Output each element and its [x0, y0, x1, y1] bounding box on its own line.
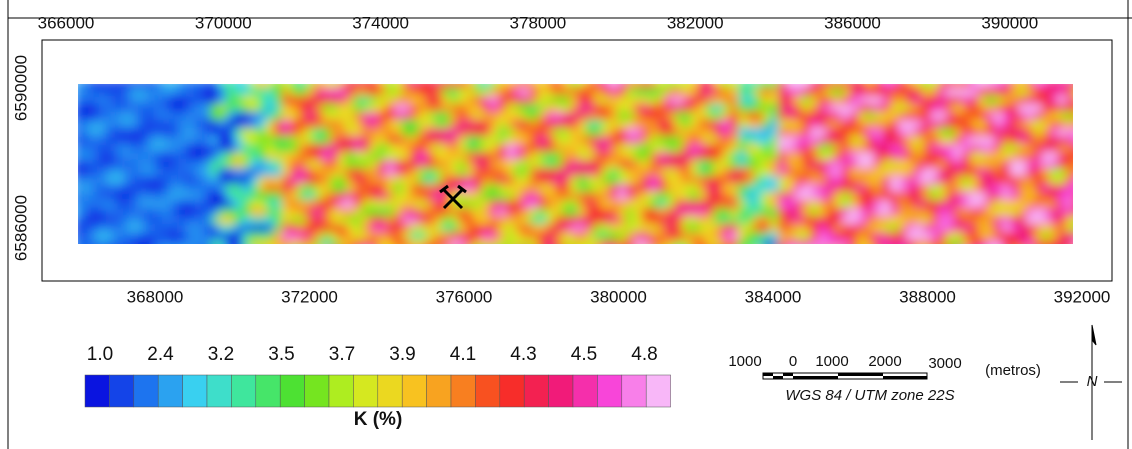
colorbar-swatch	[499, 374, 525, 408]
top-tick-label: 366000	[38, 13, 95, 32]
top-tick-label: 390000	[981, 13, 1038, 32]
colorbar-swatch	[353, 374, 379, 408]
colorbar-swatch	[572, 374, 598, 408]
scale-label: 1000	[728, 353, 761, 370]
colorbar-swatch	[597, 374, 623, 408]
scale-bar	[762, 372, 928, 380]
heatmap	[78, 84, 1073, 244]
colorbar-label: 4.1	[450, 344, 476, 365]
colorbar-swatch	[328, 374, 354, 408]
mine-symbol	[439, 184, 467, 210]
colorbar-swatch	[255, 374, 281, 408]
colorbar-swatch	[377, 374, 403, 408]
colorbar-swatch	[548, 374, 574, 408]
colorbar-swatch	[450, 374, 476, 408]
bottom-tick-label: 372000	[281, 287, 338, 306]
left-tick-label: 6586000	[11, 195, 30, 261]
scale-label: 2000	[868, 353, 901, 370]
top-tick-label: 382000	[667, 13, 724, 32]
top-tick-label: 370000	[195, 13, 252, 32]
top-tick-label: 378000	[510, 13, 567, 32]
colorbar-label: 3.7	[329, 344, 355, 365]
colorbar-swatch	[401, 374, 427, 408]
colorbar-swatch	[523, 374, 549, 408]
bottom-tick-label: 380000	[590, 287, 647, 306]
colorbar-label: 2.4	[147, 344, 174, 365]
top-tick-label: 386000	[824, 13, 881, 32]
north-arrow	[1060, 324, 1122, 440]
colorbar-swatch	[133, 374, 159, 408]
colorbar-swatch	[206, 374, 232, 408]
colorbar-swatch	[645, 374, 671, 408]
projection: WGS 84 / UTM zone 22S	[785, 387, 954, 404]
colorbar-title: K (%)	[354, 409, 403, 430]
bottom-tick-label: 376000	[436, 287, 493, 306]
bottom-tick-label: 388000	[899, 287, 956, 306]
colorbar-swatch	[109, 374, 135, 408]
colorbar-swatch	[84, 374, 110, 408]
scale-label: 3000	[928, 355, 961, 372]
colorbar-swatch	[426, 374, 452, 408]
colorbar-swatch	[182, 374, 208, 408]
map-frame	[41, 39, 1113, 282]
bottom-tick-label: 368000	[127, 287, 184, 306]
scale-unit: (metros)	[985, 362, 1041, 379]
bottom-tick-label: 392000	[1054, 287, 1111, 306]
colorbar-swatch	[621, 374, 647, 408]
top-tick-label: 374000	[352, 13, 409, 32]
colorbar-label: 4.8	[631, 344, 657, 365]
colorbar: 1.0 2.4 3.2 3.5 3.7 3.9 4.1 4.3 4.5 4.8 K (%)	[84, 344, 671, 430]
bottom-tick-label: 384000	[745, 287, 802, 306]
colorbar-swatch	[279, 374, 305, 408]
scale-label: 1000	[815, 353, 848, 370]
colorbar-swatch	[157, 374, 183, 408]
colorbar-swatch	[231, 374, 257, 408]
scale-label: 0	[789, 353, 797, 370]
colorbar-label: 3.5	[268, 344, 294, 365]
colorbar-label: 1.0	[87, 344, 113, 365]
left-tick-label: 6590000	[11, 55, 30, 121]
colorbar-label: 4.5	[571, 344, 597, 365]
colorbar-label: 4.3	[510, 344, 536, 365]
colorbar-swatch	[475, 374, 501, 408]
colorbar-label: 3.9	[389, 344, 415, 365]
colorbar-swatch	[304, 374, 330, 408]
colorbar-label: 3.2	[208, 344, 234, 365]
